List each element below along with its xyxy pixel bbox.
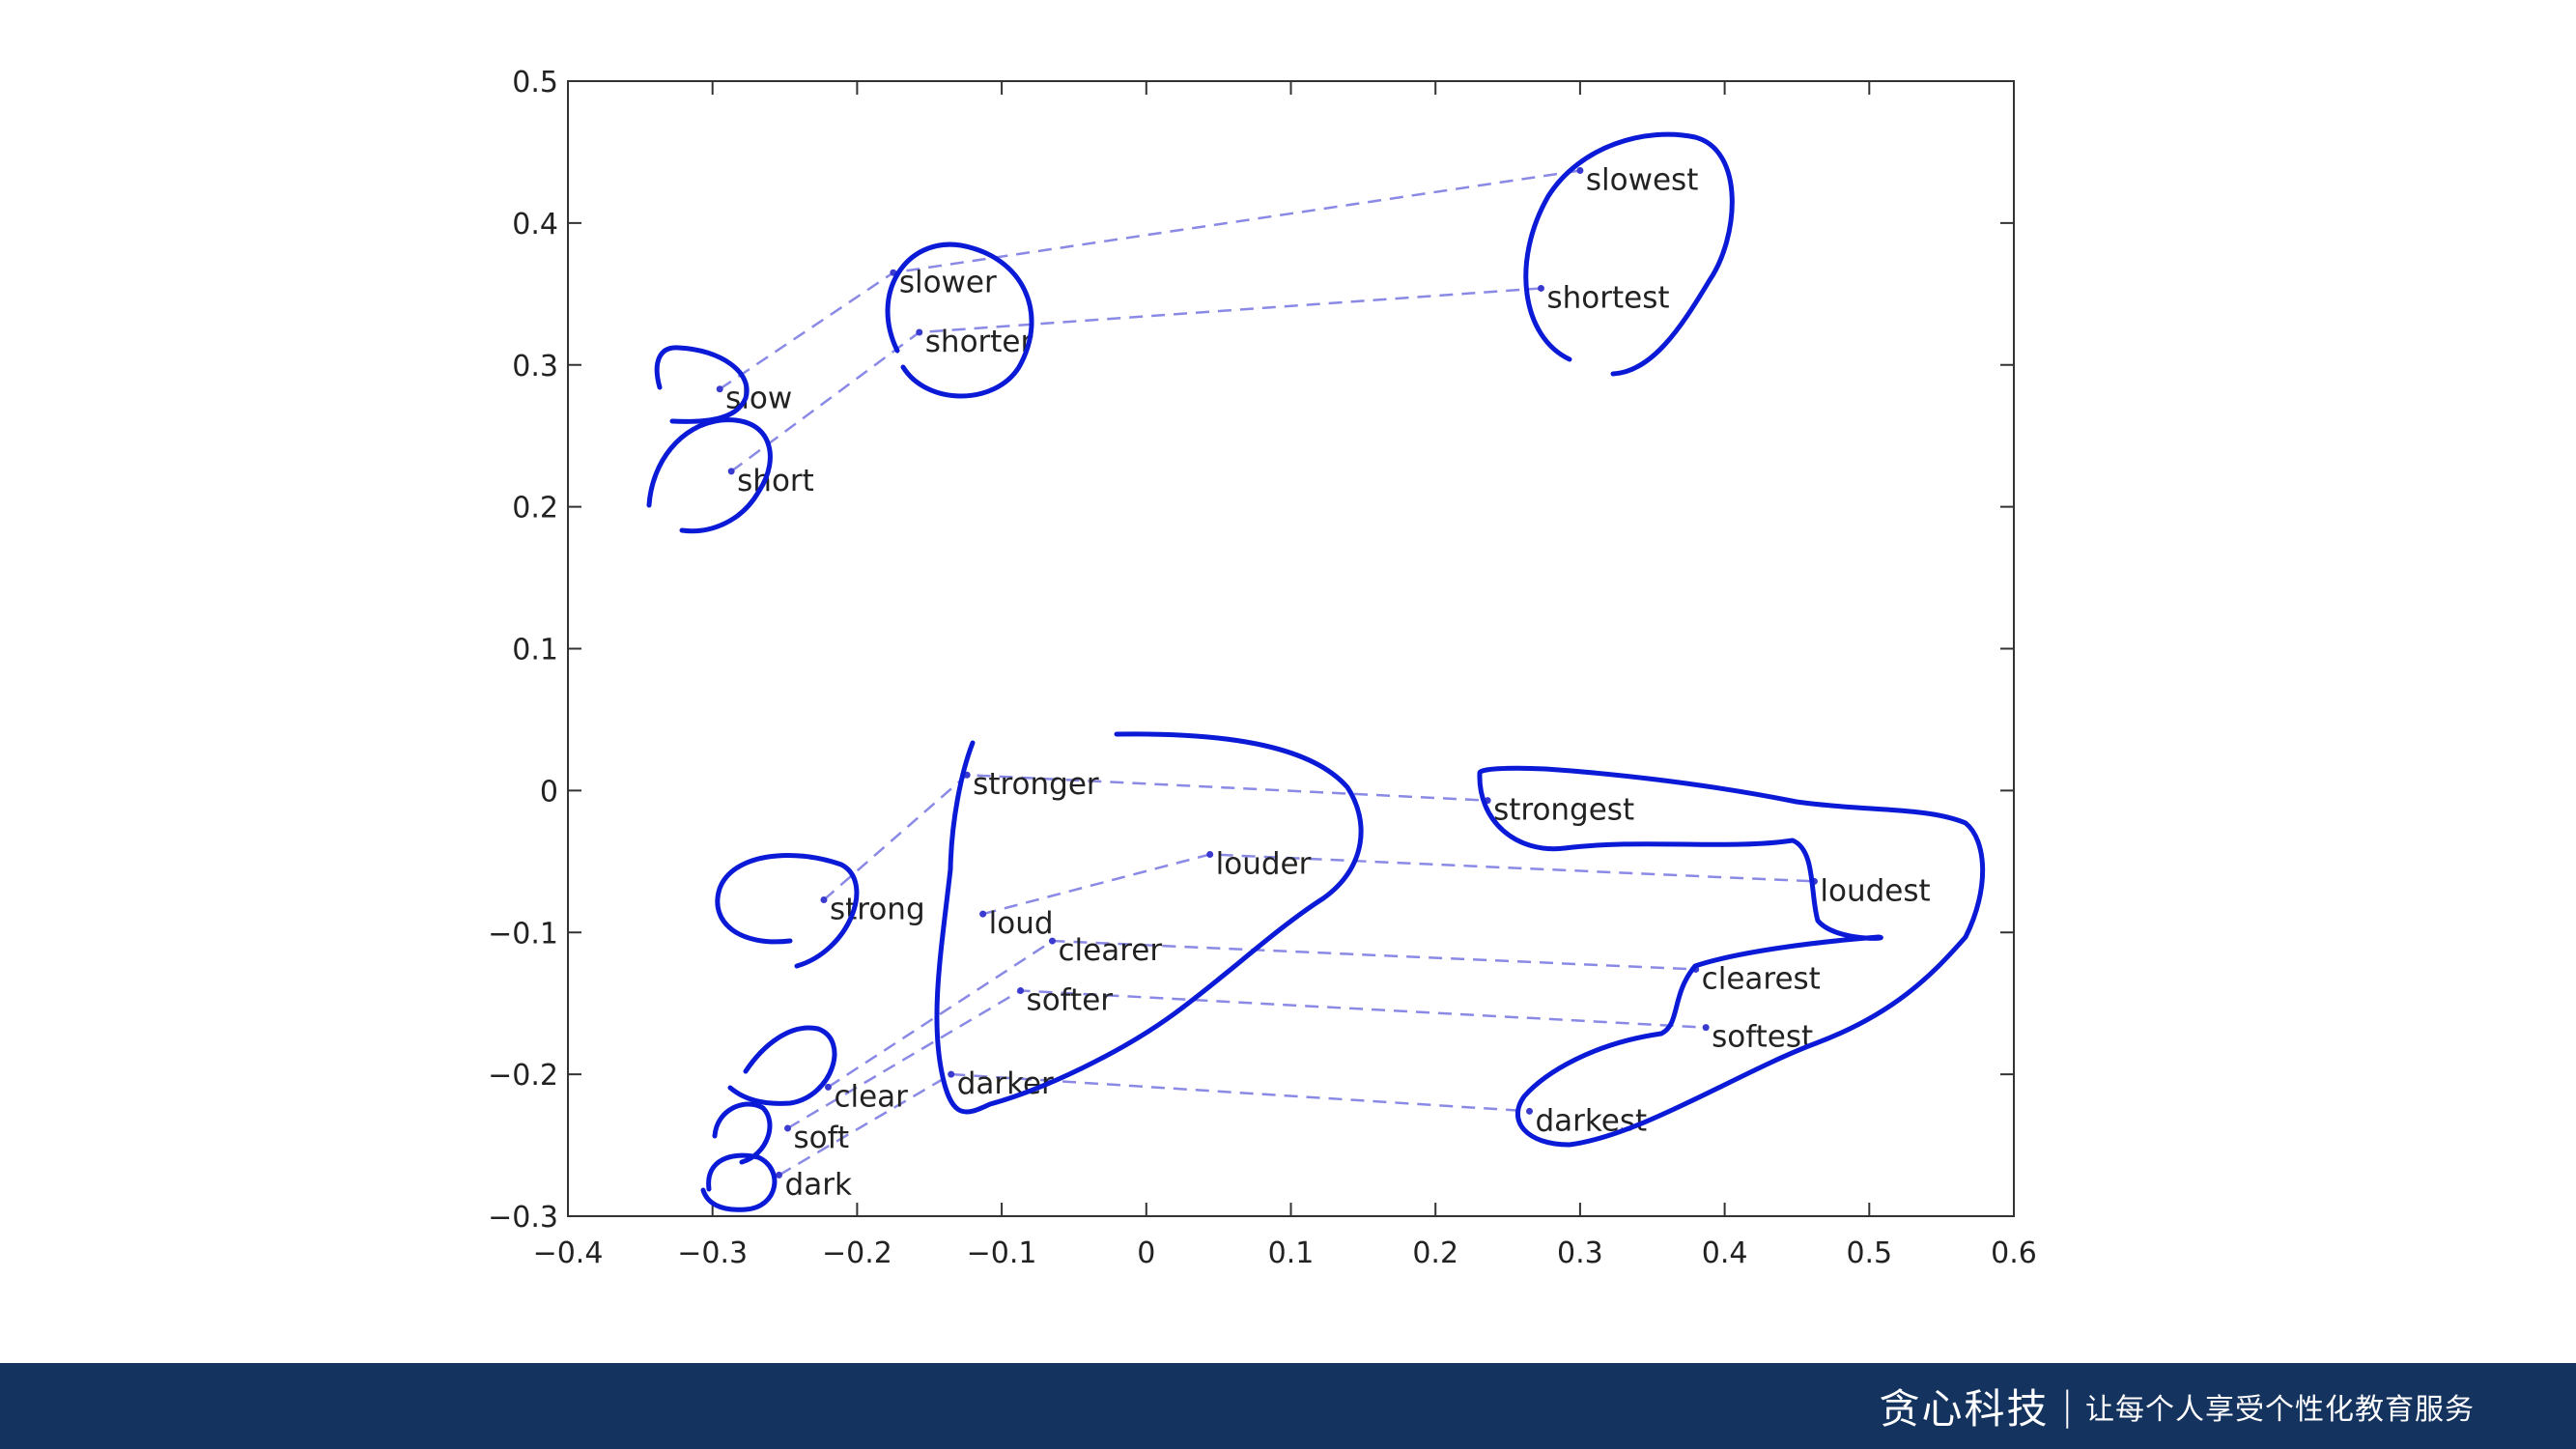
y-tick-label: 0.4 bbox=[512, 208, 558, 242]
label-short: short bbox=[737, 464, 814, 498]
y-tick-label: −0.2 bbox=[488, 1059, 558, 1093]
annotation-circle-soft bbox=[712, 1101, 773, 1165]
y-tick-label: 0 bbox=[540, 775, 558, 809]
label-clearer: clearer bbox=[1058, 933, 1162, 968]
label-clearest: clearest bbox=[1702, 961, 1821, 996]
annotation-circle-clear bbox=[727, 1025, 837, 1106]
x-tick-label: 0.4 bbox=[1702, 1236, 1748, 1270]
label-stronger: stronger bbox=[973, 767, 1099, 802]
y-tick-label: 0.3 bbox=[512, 350, 558, 384]
hand-drawn-annotations bbox=[646, 131, 1986, 1212]
word-labels: slowslowerslowestshortshortershorteststr… bbox=[725, 163, 1931, 1203]
x-tick-label: −0.1 bbox=[967, 1236, 1037, 1270]
label-slower: slower bbox=[899, 265, 997, 299]
annotation-circle-dark bbox=[700, 1152, 778, 1212]
x-tick-label: 0.6 bbox=[1991, 1236, 2037, 1270]
point-shorter bbox=[916, 328, 923, 336]
annotation-region-comparatives bbox=[934, 731, 1364, 1115]
point-soft bbox=[784, 1124, 792, 1132]
point-dark bbox=[776, 1171, 783, 1179]
label-slowest: slowest bbox=[1586, 163, 1698, 198]
label-darker: darker bbox=[957, 1066, 1054, 1101]
brand-name: 贪心科技 bbox=[1879, 1385, 2050, 1433]
point-slow bbox=[716, 385, 723, 393]
brand-separator: | bbox=[2060, 1383, 2074, 1429]
label-strongest: strongest bbox=[1493, 793, 1634, 828]
point-loud bbox=[979, 910, 987, 918]
label-softer: softer bbox=[1027, 982, 1114, 1017]
x-tick-label: 0.3 bbox=[1557, 1236, 1603, 1270]
point-darkest bbox=[1526, 1107, 1534, 1115]
point-slowest bbox=[1576, 167, 1584, 175]
label-shorter: shorter bbox=[925, 325, 1033, 359]
y-tick-label: −0.3 bbox=[488, 1201, 558, 1235]
x-tick-label: 0.1 bbox=[1268, 1236, 1315, 1270]
x-tick-label: −0.2 bbox=[822, 1236, 892, 1270]
point-clearer bbox=[1048, 937, 1056, 945]
label-louder: louder bbox=[1216, 846, 1312, 881]
point-softer bbox=[1017, 986, 1025, 994]
label-dark: dark bbox=[785, 1167, 852, 1202]
annotation-circle-strong bbox=[715, 853, 860, 969]
point-shortest bbox=[1537, 284, 1544, 292]
y-tick-label: −0.1 bbox=[488, 917, 558, 951]
annotation-circle-short bbox=[646, 417, 773, 534]
label-clear: clear bbox=[834, 1079, 908, 1114]
point-softest bbox=[1702, 1024, 1710, 1032]
x-tick-label: −0.3 bbox=[677, 1236, 748, 1270]
x-tick-label: 0 bbox=[1137, 1236, 1155, 1270]
word-embedding-scatter-chart: −0.4 −0.3 −0.2 −0.1 0 0.1 0.2 0.3 0.4 0.5 0.6−0.3−… bbox=[488, 66, 2037, 1270]
label-soft: soft bbox=[794, 1121, 850, 1155]
label-shortest: shortest bbox=[1546, 280, 1669, 315]
label-strong: strong bbox=[830, 892, 925, 926]
axis-ticks: −0.4 −0.3 −0.2 −0.1 0 0.1 0.2 0.3 0.4 0.5 0.6−0.3−… bbox=[488, 66, 2037, 1270]
footer-bar: 贪心科技 | 让每个人享受个性化教育服务 bbox=[0, 1363, 2576, 1449]
y-tick-label: 0.2 bbox=[512, 492, 558, 526]
brand-lockup: 贪心科技 | 让每个人享受个性化教育服务 bbox=[1880, 1363, 2476, 1449]
annotation-circle-slow bbox=[654, 345, 750, 424]
label-darkest: darkest bbox=[1536, 1103, 1648, 1138]
link-dark bbox=[778, 1072, 1530, 1177]
label-loudest: loudest bbox=[1820, 873, 1930, 908]
point-darker bbox=[948, 1070, 955, 1078]
x-tick-label: 0.5 bbox=[1846, 1236, 1892, 1270]
y-tick-label: 0.5 bbox=[512, 66, 558, 99]
point-clear bbox=[824, 1083, 832, 1091]
y-tick-label: 0.1 bbox=[512, 634, 558, 668]
annotation-circle-slowest-shortest bbox=[1523, 131, 1735, 377]
label-loud: loud bbox=[989, 906, 1054, 941]
annotation-circle-slower-shorter bbox=[885, 242, 1034, 399]
brand-slogan: 让每个人享受个性化教育服务 bbox=[2085, 1392, 2475, 1427]
x-tick-label: −0.4 bbox=[533, 1236, 604, 1270]
point-louder bbox=[1206, 850, 1214, 858]
point-strong bbox=[820, 895, 828, 903]
point-short bbox=[727, 468, 735, 475]
x-tick-label: 0.2 bbox=[1412, 1236, 1458, 1270]
annotation-region-superlatives bbox=[1477, 765, 1986, 1148]
